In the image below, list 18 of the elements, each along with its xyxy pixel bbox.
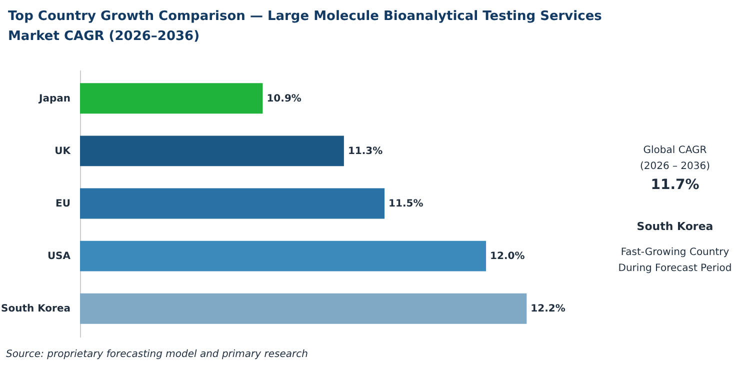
annotation: 11.7% [650, 177, 700, 193]
annotation: (2026 – 2036) [640, 161, 710, 172]
source-note: Source: proprietary forecasting model and primary research [6, 349, 308, 360]
y-tick-label: UK [54, 146, 72, 157]
annotation: Global CAGR [643, 145, 707, 156]
annotation: South Korea [636, 220, 714, 233]
data-label: 12.2% [530, 304, 566, 315]
annotation: During Forecast Period [618, 263, 732, 274]
y-tick-label: EU [56, 198, 70, 210]
data-label: 11.3% [348, 146, 383, 157]
data-label: 12.0% [490, 251, 525, 262]
chart-title: Top Country Growth Comparison — Large Molecule Bioanalytical Testing Services Market CAGR (2026–2036) [8, 9, 602, 44]
y-tick-label: USA [47, 251, 71, 262]
y-tick-label: Japan [38, 93, 70, 104]
y-tick-label: South Korea [1, 304, 70, 315]
data-label: 10.9% [266, 93, 302, 104]
data-label: 11.5% [388, 198, 424, 210]
annotation: Fast-Growing Country [620, 247, 730, 258]
